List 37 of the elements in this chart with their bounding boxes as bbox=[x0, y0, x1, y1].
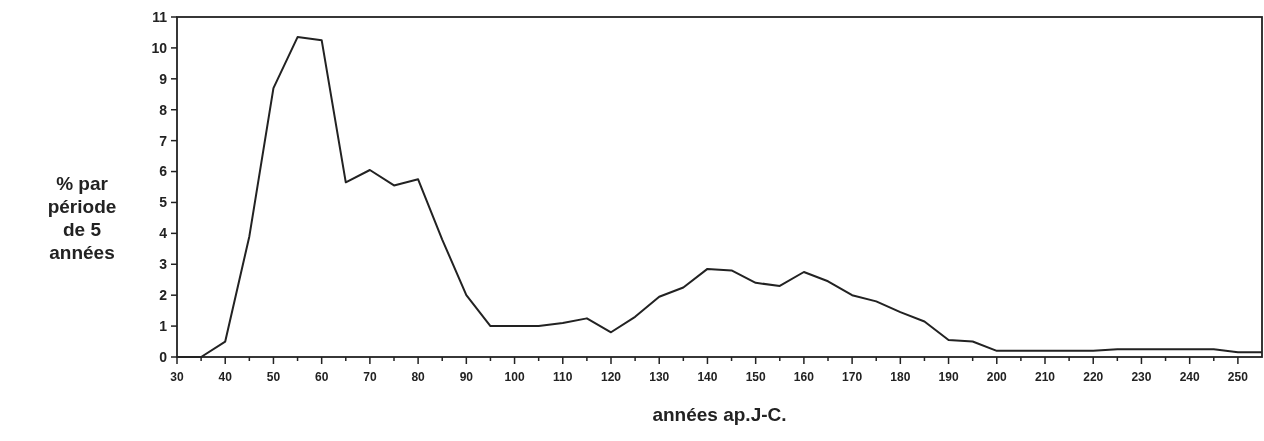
x-tick-label: 180 bbox=[890, 370, 911, 384]
x-tick-label: 170 bbox=[842, 370, 863, 384]
y-axis-title: % par période de 5 années bbox=[47, 173, 117, 263]
x-tick-label: 80 bbox=[411, 370, 426, 384]
x-tick-label: 100 bbox=[504, 370, 525, 384]
x-tick-label: 40 bbox=[218, 370, 233, 384]
x-tick-label: 230 bbox=[1131, 370, 1152, 384]
y-tick-label: 11 bbox=[152, 8, 168, 25]
y-tick-label: 2 bbox=[159, 287, 168, 304]
y-tick-label: 10 bbox=[151, 39, 168, 56]
x-tick-label: 90 bbox=[459, 370, 474, 384]
x-tick-label: 70 bbox=[363, 370, 377, 384]
y-tick-label: 7 bbox=[159, 132, 168, 149]
y-tick-label: 0 bbox=[159, 348, 168, 365]
x-tick-label: 190 bbox=[938, 370, 959, 384]
x-tick-label: 120 bbox=[600, 370, 622, 384]
x-tick-label: 200 bbox=[986, 370, 1008, 384]
x-tick-label: 130 bbox=[649, 370, 670, 384]
x-tick-label: 30 bbox=[170, 370, 184, 384]
x-tick-label: 240 bbox=[1179, 370, 1200, 384]
x-axis-title: années ap.J-C. bbox=[652, 404, 787, 425]
y-tick-label: 3 bbox=[159, 256, 168, 273]
x-tick-label: 250 bbox=[1227, 370, 1249, 384]
y-tick-label: 1 bbox=[159, 317, 168, 334]
x-tick-label: 160 bbox=[793, 370, 815, 384]
x-tick-label: 140 bbox=[697, 370, 718, 384]
x-tick-label: 110 bbox=[553, 370, 573, 384]
x-tick-label: 60 bbox=[314, 370, 329, 384]
y-tick-label: 6 bbox=[159, 163, 168, 180]
x-tick-label: 150 bbox=[745, 370, 766, 384]
y-tick-label: 9 bbox=[159, 70, 168, 87]
y-tick-label: 5 bbox=[159, 194, 168, 211]
x-tick-label: 220 bbox=[1083, 370, 1104, 384]
x-tick-label: 50 bbox=[266, 370, 281, 384]
x-tick-label: 210 bbox=[1034, 370, 1056, 384]
y-tick-label: 4 bbox=[159, 225, 168, 242]
y-tick-label: 8 bbox=[159, 101, 168, 118]
